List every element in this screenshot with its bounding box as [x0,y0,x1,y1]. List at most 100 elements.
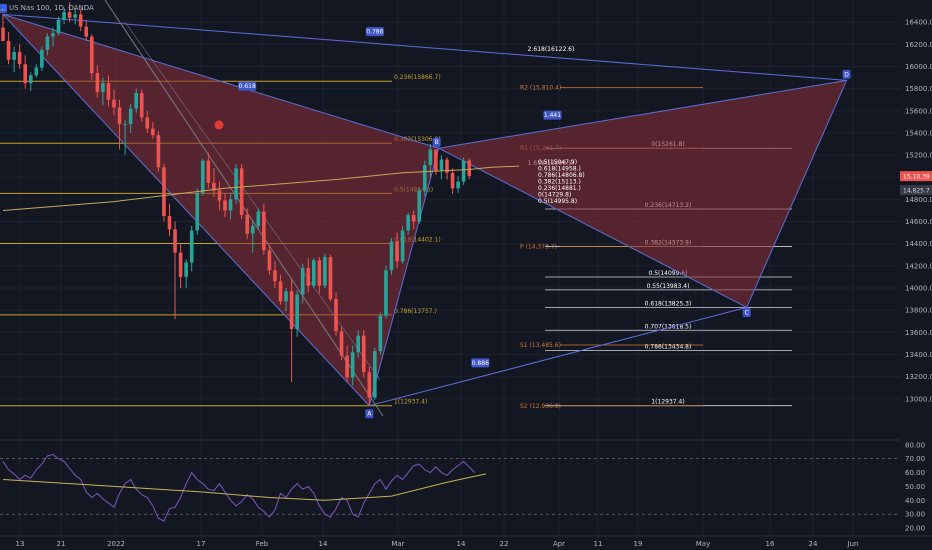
candle-body [461,160,466,182]
candle-body [367,372,372,398]
candle-body [317,260,322,286]
candle-body [328,256,333,300]
candle-body [212,182,216,191]
fib-right-label: 0.707(13618.5) [645,323,692,330]
time-tick-label: Jun [847,540,859,548]
pivot-label: S2 (12,936.9) [520,403,561,410]
harmonic-point-label: B [435,139,439,146]
price-tick-label: 13600.00 [905,329,932,337]
harmonic-ratio-label: 1.441 [544,112,561,119]
candle-body [51,33,55,37]
candle-body [356,335,360,353]
candle-body [189,230,194,263]
price-axis-background [900,0,932,550]
candle-body [117,107,122,125]
harmonic-triangle-bcd [437,79,848,309]
candle-body [434,149,438,171]
candlestick-series [1,2,471,406]
price-tick-label: 13000.00 [905,395,932,403]
candle-body [339,331,344,356]
price-tick-label: 15400.00 [905,129,932,137]
ma-line [2,165,520,211]
candle-body [262,211,266,251]
price-tick-label: 14200.00 [905,262,932,270]
candle-body [28,75,33,84]
price-axis[interactable]: 16400.00 16200.00 16000.00 15800.00 15600.00… [900,0,932,550]
fib-right-label: 0.618(13825.3) [645,300,692,307]
time-tick-label: 21 [57,540,66,548]
harmonic-pattern[interactable] [1,13,848,407]
fib-right-label: 0.786(13434.8) [645,344,692,351]
candle-body [300,268,305,295]
pivot-label: R2 (15,810.4) [520,84,561,91]
price-tick-label: 15800.00 [905,85,932,93]
candle-body [62,12,66,20]
fib-left-label: 0.786(13757.) [394,308,437,315]
candle-body [145,117,150,129]
fib-left-label: 0.382(15306.9) [394,136,441,143]
candle-body [173,229,177,253]
rsi-pane [0,439,900,522]
rsi-line [2,453,476,522]
countdown-tag [900,185,932,196]
time-tick-label: 17 [197,540,206,548]
harmonic-ac-leg [369,306,747,407]
candle-body [34,67,39,76]
time-tick-label: 19 [634,540,643,548]
time-tick-label: 24 [809,540,818,548]
candle-body [78,14,83,27]
rsi-tick-label: 80.00 [905,441,925,449]
harmonic-ratio-tag [543,110,562,120]
rsi-tick-label: 40.00 [905,497,925,505]
candle-body [84,26,89,37]
time-tick-label: 22 [500,540,509,548]
candle-body [228,199,233,211]
time-tick-label: 2022 [107,540,125,548]
candle-body [312,260,316,286]
candle-body [378,315,383,352]
harmonic-ratio-tag [365,27,384,37]
candle-body [112,99,116,108]
candle-body [156,135,161,168]
candle-body [384,270,388,316]
candle-body [201,160,205,193]
time-tick-label: 14 [457,540,466,548]
rsi-tick-label: 70.00 [905,455,925,463]
candle-body [123,124,127,126]
candle-body [289,291,294,329]
harmonic-ratio-tag [471,358,490,368]
alert-marker-icon[interactable] [214,120,224,130]
harmonic-point-label: D [844,71,849,78]
candle-body [206,160,211,183]
candle-body [45,36,50,50]
candle-body [245,214,249,234]
overlap-fib-label: 0.5(15047.9) [538,159,577,166]
candle-body [67,12,72,18]
harmonic-point-tag [742,307,751,317]
moving-average [2,165,520,211]
fib-right-label: 1(12937.4) [651,399,684,406]
harmonic-ratio-label: 0.886 [472,360,489,367]
candle-body [350,352,355,378]
candle-body [23,64,27,84]
candle-body [417,190,422,222]
candle-body [406,214,410,231]
candle-body [178,252,183,277]
overlap-fib-label: 0.382(15113.) [538,179,581,186]
fib-left-label: 0.236(15866.7) [394,74,441,81]
fib-left-label: 0.618(14402.1) [394,236,441,243]
time-tick-label: May [696,540,710,548]
time-tick-label: 13 [16,540,25,548]
candle-body [389,241,394,271]
overlap-fib-label: 0.5(14995.8) [538,198,577,205]
candle-body [256,211,261,226]
countdown-label: 14,825.7 [903,188,930,195]
time-axis[interactable]: 13 21 2022 17 Feb 14 Mar 14 22 Apr 11 19 May 16 24 Jun [0,535,932,548]
candle-body [73,14,77,18]
harmonic-point-label: C [745,309,749,316]
candle-body [162,167,166,216]
candle-body [467,160,471,177]
candle-body [428,149,433,166]
candle-body [295,294,299,329]
